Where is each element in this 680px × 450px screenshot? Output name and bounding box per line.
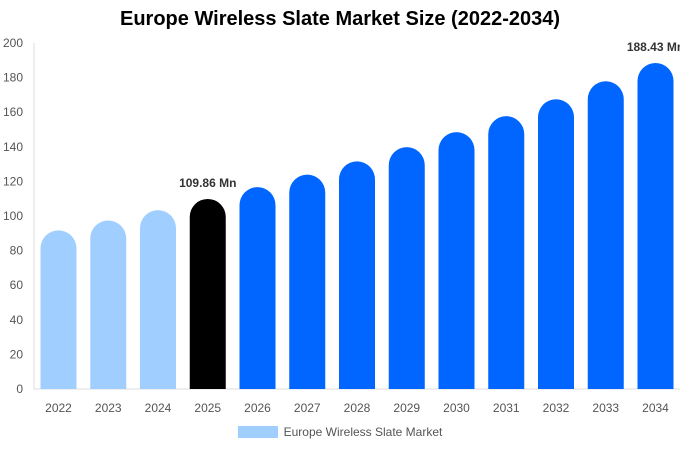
bar-2023 xyxy=(90,220,127,389)
data-label: 109.86 Mn xyxy=(179,176,236,190)
legend-swatch xyxy=(237,426,278,438)
bar-2026 xyxy=(239,187,276,389)
bar-2022 xyxy=(40,230,77,389)
y-tick-label: 120 xyxy=(3,174,23,188)
bar-2024 xyxy=(140,210,176,389)
bar-2031 xyxy=(488,116,525,389)
bar-2025 xyxy=(189,198,226,389)
x-tick-label: 2027 xyxy=(294,401,321,415)
x-tick-label: 2028 xyxy=(344,401,371,415)
y-tick-label: 160 xyxy=(3,105,23,119)
data-label: 188.43 Mn xyxy=(627,40,680,54)
y-tick-label: 60 xyxy=(10,278,24,292)
bar-2028 xyxy=(339,161,375,389)
bar-2032 xyxy=(538,99,574,389)
y-tick-label: 180 xyxy=(3,71,23,85)
bar-2034 xyxy=(637,63,674,389)
bar-2029 xyxy=(388,147,425,389)
x-tick-label: 2032 xyxy=(543,401,570,415)
y-tick-label: 100 xyxy=(3,209,23,223)
legend-label: Europe Wireless Slate Market xyxy=(283,425,443,439)
x-tick-label: 2030 xyxy=(443,401,470,415)
legend: Europe Wireless Slate Market xyxy=(0,425,680,439)
y-tick-label: 200 xyxy=(3,36,23,50)
y-tick-label: 80 xyxy=(10,244,24,258)
x-tick-label: 2024 xyxy=(145,401,172,415)
bar-2027 xyxy=(289,174,326,389)
y-tick-label: 20 xyxy=(10,347,24,361)
x-tick-label: 2034 xyxy=(642,401,669,415)
bar-2033 xyxy=(587,81,624,389)
x-tick-label: 2031 xyxy=(493,401,520,415)
chart-title: Europe Wireless Slate Market Size (2022-… xyxy=(119,8,561,30)
x-tick-label: 2026 xyxy=(244,401,271,415)
y-tick-label: 140 xyxy=(3,140,23,154)
y-tick-label: 0 xyxy=(16,382,23,396)
x-tick-label: 2029 xyxy=(393,401,420,415)
x-tick-label: 2025 xyxy=(194,401,221,415)
y-tick-label: 40 xyxy=(10,313,24,327)
x-tick-label: 2033 xyxy=(592,401,619,415)
x-tick-label: 2023 xyxy=(95,401,122,415)
bar-2030 xyxy=(438,132,475,389)
x-tick-label: 2022 xyxy=(45,401,72,415)
